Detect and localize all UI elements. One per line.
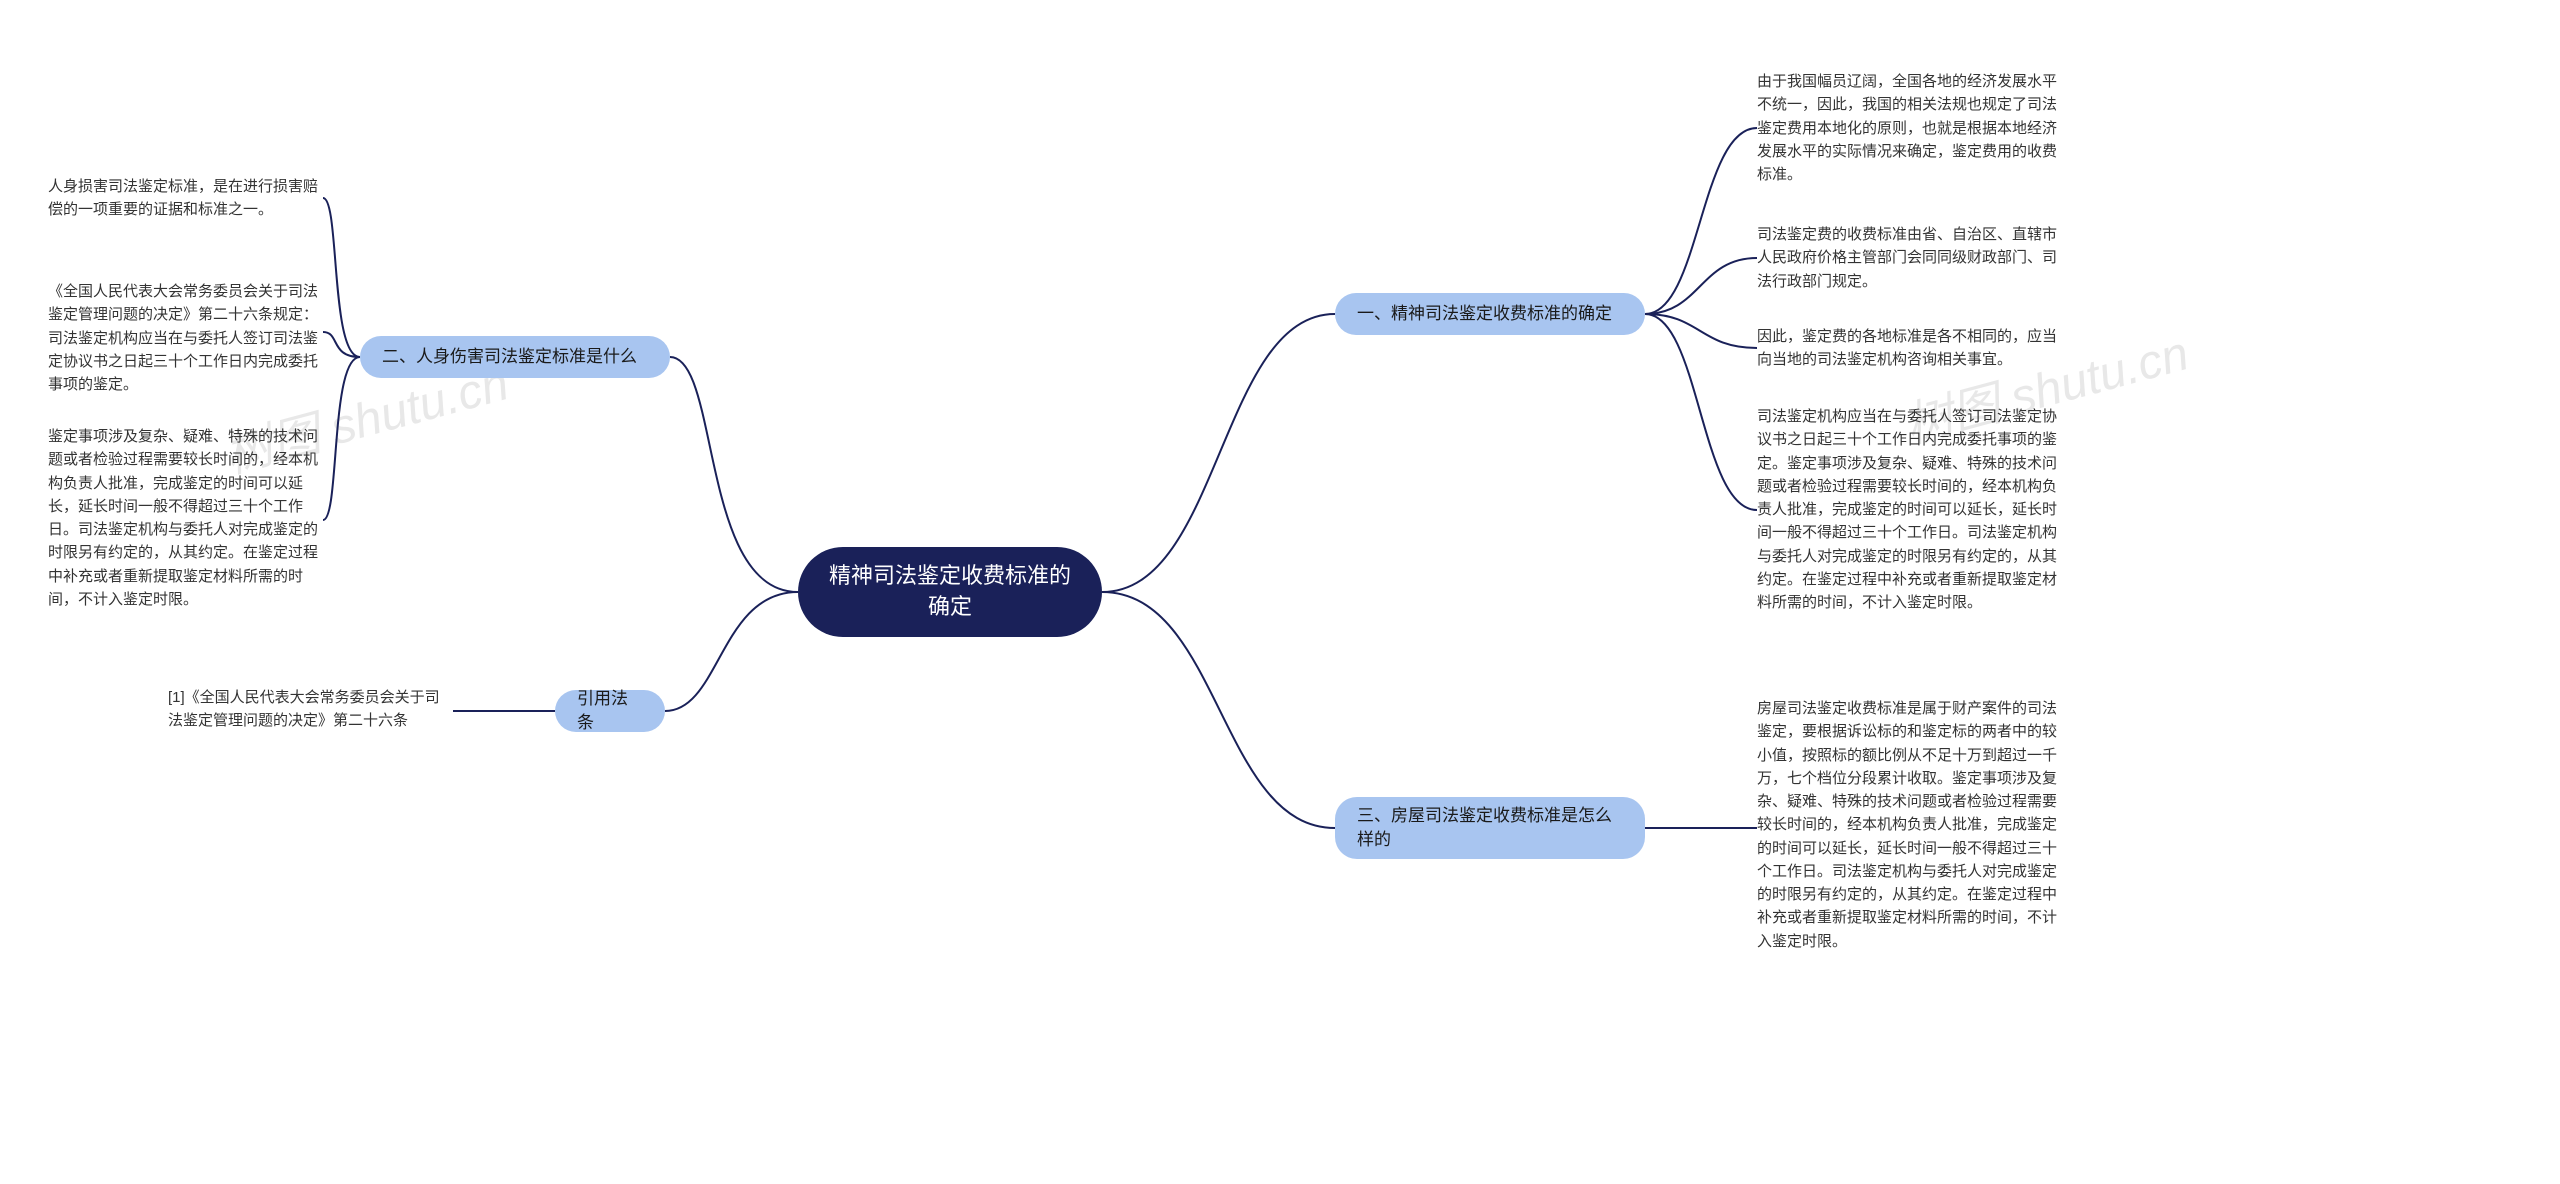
leaf-text: 房屋司法鉴定收费标准是属于财产案件的司法鉴定，要根据诉讼标的和鉴定标的两者中的较…: [1757, 697, 2057, 953]
branch-label: 三、房屋司法鉴定收费标准是怎么 样的: [1357, 804, 1612, 852]
mindmap-edges: [0, 0, 2560, 1184]
leaf-text: [1]《全国人民代表大会常务委员会关于司法鉴定管理问题的决定》第二十六条: [168, 686, 453, 733]
center-text: 精神司法鉴定收费标准的 确定: [829, 561, 1071, 623]
leaf-text: 鉴定事项涉及复杂、疑难、特殊的技术问题或者检验过程需要较长时间的，经本机构负责人…: [48, 425, 323, 611]
branch-label: 一、精神司法鉴定收费标准的确定: [1357, 302, 1612, 326]
mindmap-center: 精神司法鉴定收费标准的 确定: [798, 547, 1102, 637]
leaf-text: 人身损害司法鉴定标准，是在进行损害赔偿的一项重要的证据和标准之一。: [48, 175, 323, 222]
branch-node-4: 引用法条: [555, 690, 665, 732]
leaf-text: 司法鉴定费的收费标准由省、自治区、直辖市人民政府价格主管部门会同同级财政部门、司…: [1757, 223, 2057, 293]
branch-node-3: 三、房屋司法鉴定收费标准是怎么 样的: [1335, 797, 1645, 859]
leaf-text: 司法鉴定机构应当在与委托人签订司法鉴定协议书之日起三十个工作日内完成委托事项的鉴…: [1757, 405, 2057, 614]
leaf-text: 由于我国幅员辽阔，全国各地的经济发展水平不统一，因此，我国的相关法规也规定了司法…: [1757, 70, 2057, 186]
leaf-text: 因此，鉴定费的各地标准是各不相同的，应当向当地的司法鉴定机构咨询相关事宜。: [1757, 325, 2057, 372]
branch-label: 二、人身伤害司法鉴定标准是什么: [382, 345, 637, 369]
leaf-text: 《全国人民代表大会常务委员会关于司法鉴定管理问题的决定》第二十六条规定：司法鉴定…: [48, 280, 323, 396]
branch-node-2: 二、人身伤害司法鉴定标准是什么: [360, 336, 670, 378]
branch-node-1: 一、精神司法鉴定收费标准的确定: [1335, 293, 1645, 335]
branch-label: 引用法条: [577, 687, 643, 735]
